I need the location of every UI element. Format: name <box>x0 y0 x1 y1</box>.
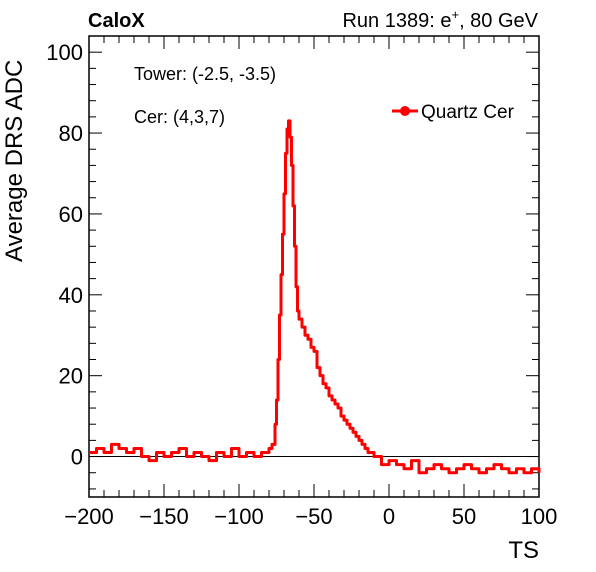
run-label-prefix: Run 1389: e <box>342 10 451 32</box>
annotation-tower: Tower: (-2.5, -3.5) <box>134 64 276 84</box>
y-tick-label: 20 <box>59 364 83 389</box>
y-tick-label: 100 <box>46 40 83 65</box>
x-tick-label: 0 <box>383 504 395 529</box>
x-axis-title: TS <box>508 537 539 564</box>
y-tick-label: 60 <box>59 202 83 227</box>
axis-ticks <box>88 35 540 497</box>
run-label-superscript: + <box>451 7 459 22</box>
legend-dot-marker <box>400 106 410 116</box>
x-tick-label: 50 <box>452 504 476 529</box>
y-tick-label: 80 <box>59 121 83 146</box>
legend-label: Quartz Cer <box>421 102 515 123</box>
axis-tick-labels: −200 −150 −100 −50 0 50 100 0 20 40 60 80 100 <box>46 40 557 529</box>
run-label-suffix: , 80 GeV <box>459 10 539 32</box>
x-tick-label: −150 <box>139 504 189 529</box>
y-axis-title: Average DRS ADC <box>1 60 28 262</box>
x-tick-label: −100 <box>214 504 264 529</box>
run-label: Run 1389: e+, 80 GeV <box>342 7 538 32</box>
x-tick-label: −200 <box>64 504 114 529</box>
legend: Quartz Cer <box>392 102 515 123</box>
y-tick-label: 0 <box>71 445 83 470</box>
x-tick-label: −50 <box>295 504 332 529</box>
series-line-quartz-cer <box>89 119 541 475</box>
x-tick-label: 100 <box>521 504 558 529</box>
y-tick-label: 40 <box>59 283 83 308</box>
experiment-label: CaloX <box>88 10 145 32</box>
annotation-cer: Cer: (4,3,7) <box>134 107 225 127</box>
